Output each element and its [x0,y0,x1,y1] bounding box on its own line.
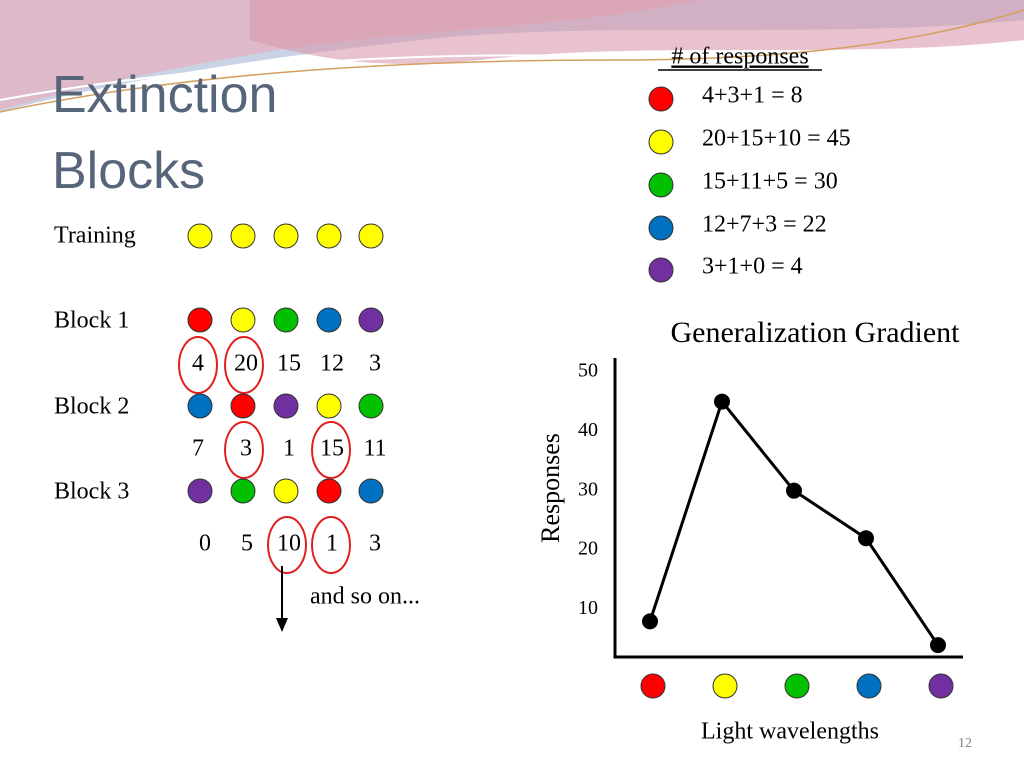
legend-dot [648,257,674,283]
data-point [642,613,658,630]
stimulus-dot [273,478,299,504]
row-label: Training [54,223,136,249]
continue-arrow [276,566,288,632]
response-count: 15 [320,436,344,462]
stimulus-dot [273,393,299,419]
responses-sum: 12+7+3 = 22 [702,212,827,238]
response-count: 5 [241,531,253,557]
stimulus-dot [187,393,213,419]
response-count: 3 [240,436,252,462]
row-label: Block 2 [54,394,129,420]
response-count: 0 [199,531,211,557]
stimulus-dot [230,223,256,249]
stimulus-dot [187,478,213,504]
stimulus-dot [316,393,342,419]
category-dot [640,673,666,699]
response-count: 10 [277,531,301,557]
slide-title: Extinction [52,66,277,124]
response-count: 20 [234,351,258,377]
response-count: 11 [363,436,386,462]
response-count: 15 [277,351,301,377]
response-count: 3 [369,351,381,377]
row-label: Block 1 [54,308,129,334]
stimulus-dot [230,393,256,419]
page-number: 12 [958,736,972,751]
stimulus-dot [187,307,213,333]
stimulus-dot [187,223,213,249]
y-tick-label: 20 [578,538,598,560]
stimulus-dot [358,307,384,333]
stimulus-dot [316,223,342,249]
legend-dot [648,172,674,198]
chart-title: Generalization Gradient [670,316,960,349]
y-tick-label: 50 [578,359,598,381]
category-dot [712,673,738,699]
response-count: 1 [283,436,295,462]
legend-dot [648,129,674,155]
response-count: 4 [192,351,204,377]
y-axis-label: Responses [536,433,565,543]
responses-sum: 3+1+0 = 4 [702,254,803,280]
response-count: 3 [369,531,381,557]
stimulus-dot [358,223,384,249]
responses-heading: # of responses [671,44,808,70]
series-line [648,398,940,646]
response-count: 12 [320,351,344,377]
stimulus-dot [230,478,256,504]
data-point [858,530,874,547]
y-tick-label: 10 [578,597,598,619]
data-point [786,482,802,499]
row-label: Block 3 [54,479,129,505]
y-tick-label: 40 [578,419,598,441]
responses-sum: 20+15+10 = 45 [702,126,851,152]
response-count: 1 [326,531,338,557]
stimulus-dot [230,307,256,333]
stimulus-dot [273,307,299,333]
stimulus-dot [273,223,299,249]
response-count: 7 [192,436,204,462]
data-point [930,637,946,654]
y-tick-label: 30 [578,478,598,500]
legend-dot [648,215,674,241]
category-dot [928,673,954,699]
category-dot [856,673,882,699]
responses-sum: 4+3+1 = 8 [702,83,803,109]
data-point [714,393,730,410]
stimulus-dot [358,393,384,419]
highlight-rings [178,336,351,574]
category-dot [784,673,810,699]
x-axis-label: Light wavelengths [701,719,879,745]
continuation-text: and so on... [310,584,420,610]
responses-sum: 15+11+5 = 30 [702,169,838,195]
header-decoration [0,0,1024,113]
legend-dot [648,86,674,112]
stimulus-dot [358,478,384,504]
slide-title: Blocks [52,142,205,200]
stimulus-dot [316,307,342,333]
stimulus-dot [316,478,342,504]
